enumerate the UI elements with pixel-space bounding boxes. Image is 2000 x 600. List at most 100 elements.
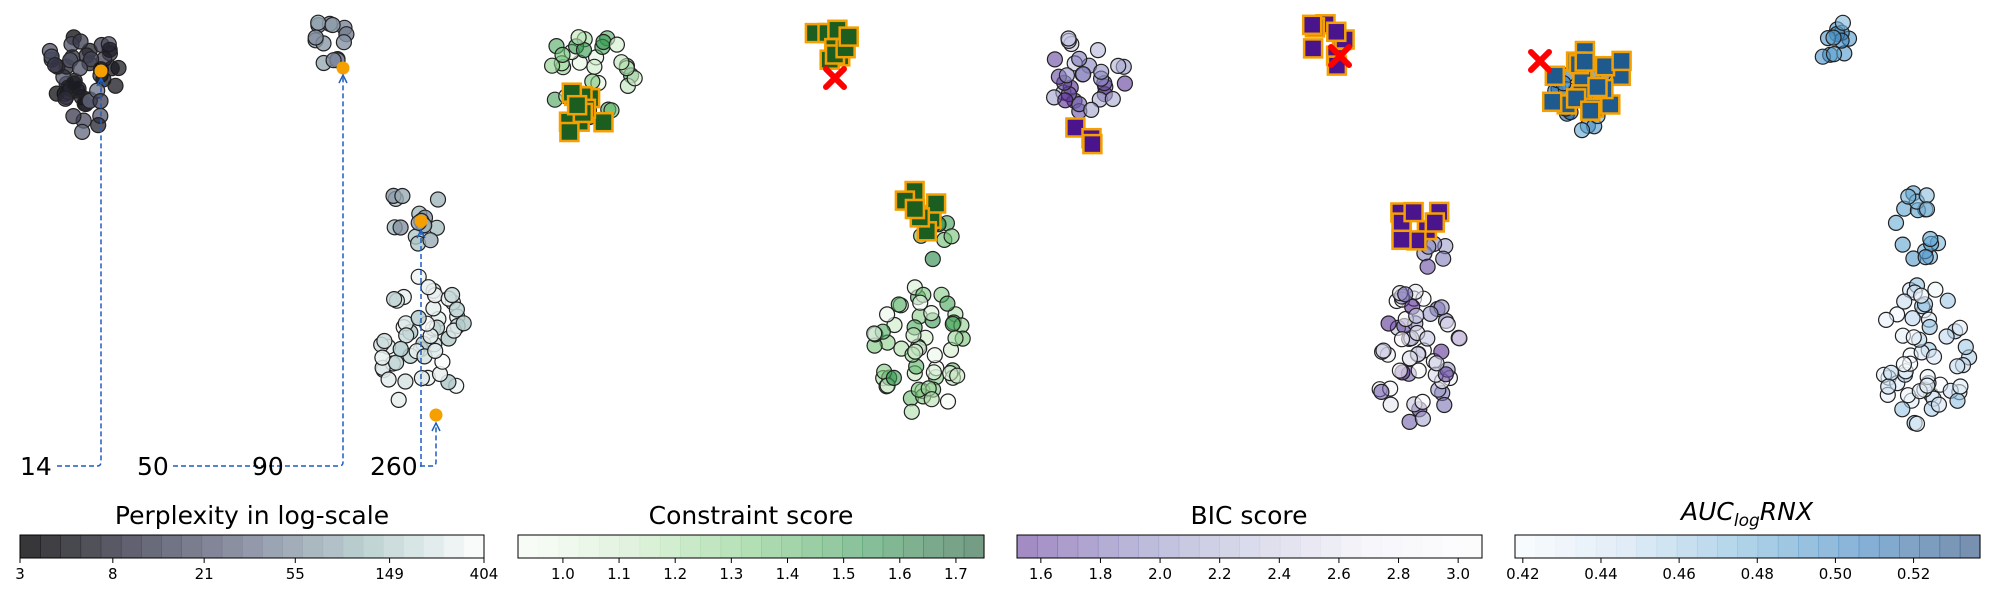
perplexity-d-point (374, 349, 391, 366)
colorbar-segment (1717, 535, 1738, 558)
bic-c-point (1373, 383, 1390, 400)
bic-c-point (1382, 396, 1399, 413)
perplexity-d-point (444, 286, 461, 304)
colorbar-segment (680, 535, 701, 558)
colorbar-segment (60, 535, 82, 558)
auc-c-point (1917, 249, 1934, 266)
constraint-c-point (925, 364, 943, 381)
bic-a-point (1058, 67, 1076, 84)
x-stroke (1528, 49, 1552, 73)
bic-a-point (1071, 50, 1088, 68)
colorbar-segment (578, 535, 600, 558)
colorbar-tick-label: 1.5 (832, 565, 856, 583)
colorbar-segment (1656, 535, 1678, 558)
arrow-head (416, 228, 426, 239)
perplexity-a-point (82, 51, 100, 68)
colorbar-segment (100, 535, 122, 558)
scatter-points-layer (41, 14, 1978, 432)
colorbar-segment (862, 535, 884, 558)
colorbar-tick-label: 2.0 (1148, 565, 1172, 583)
bic-a-point (1089, 41, 1107, 59)
perplexity-a-point (57, 90, 74, 107)
auc-d-point (1952, 378, 1969, 395)
perplexity-a-point (101, 41, 118, 58)
auc-d-point (1905, 329, 1922, 346)
colorbar-segment (720, 535, 742, 558)
auc-d-point (1882, 364, 1900, 381)
colorbar-segment (403, 535, 425, 558)
colorbar-segment (659, 535, 681, 558)
colorbar-segment (1939, 535, 1961, 558)
auc-c-point (1900, 188, 1917, 205)
colorbar-tick-label: 0.50 (1819, 565, 1852, 583)
auc-d-point (1925, 348, 1943, 365)
perplexity-d-point (427, 342, 444, 359)
colorbar-segment (700, 535, 722, 558)
colorbar-segment (781, 535, 803, 558)
perplexity-a-point (90, 116, 107, 134)
auc-d-point (1949, 392, 1966, 409)
perplexity-b-point (325, 52, 342, 69)
perplexity-b-point (310, 14, 327, 31)
perplexity-d-point (397, 373, 414, 390)
auc-a-point (1573, 122, 1591, 139)
colorbar-segment (1595, 535, 1617, 558)
auc-d-point (1908, 415, 1926, 432)
perplexity-d-point (425, 300, 442, 317)
perplexity-d-point (448, 301, 465, 318)
colorbar-segment (262, 535, 283, 558)
auc-d-point (1880, 378, 1897, 395)
colorbar-segment (1380, 535, 1402, 558)
bic-c-point (1422, 305, 1439, 322)
bic-a-point (1104, 90, 1121, 108)
colorbar-segment (1461, 535, 1483, 558)
bic-c-point (1408, 307, 1425, 324)
bic-c-point (1397, 286, 1414, 303)
perplexity-b-point (335, 34, 352, 51)
colorbar-segment (120, 535, 142, 558)
constraint-c-point (923, 305, 940, 322)
colorbar-bic: 1.6 1.8 2.0 2.2 2.4 2.6 2.8 3.0 (1016, 534, 1483, 583)
colorbar-segment (161, 535, 182, 558)
highlight-point (414, 214, 428, 228)
auc-d-point (1939, 292, 1956, 309)
constraint-a-point (608, 36, 626, 53)
perplexity-d-point (386, 291, 403, 308)
highlight-point (94, 64, 108, 78)
bic-c-point (1410, 362, 1427, 379)
auc-c-point (1918, 201, 1936, 218)
colorbar-segment (1575, 535, 1597, 558)
auc-d-point (1895, 356, 1913, 373)
constraint-a-point (543, 57, 561, 74)
colorbar-title-constraint: Constraint score (649, 501, 854, 530)
auc-square-point (1594, 55, 1616, 77)
constraint-a-point (554, 46, 571, 64)
auc-d-point (1957, 338, 1974, 356)
colorbar-tick-label: 3.0 (1446, 565, 1470, 583)
bic-a-point (1060, 30, 1077, 47)
constraint-c-point (944, 315, 961, 333)
bic-a-point (1057, 92, 1074, 109)
colorbar-tick-label: 1.3 (719, 565, 743, 583)
colorbar-tick-label: 404 (470, 565, 499, 583)
auc-b-point (1825, 45, 1843, 63)
perplexity-d-point (376, 332, 393, 350)
bic-a-point (1083, 101, 1100, 119)
colorbar-segment (1239, 535, 1261, 558)
colorbar-tick-label: 1.7 (944, 565, 968, 583)
bic-a-point (1093, 63, 1110, 80)
colorbar-segment (1676, 535, 1698, 558)
colorbar-frame (1514, 534, 1981, 559)
constraint-c-point (903, 403, 920, 420)
constraint-c-point (912, 294, 929, 311)
colorbar-auc: 0.42 0.44 0.46 0.48 0.50 0.52 (1506, 534, 1981, 583)
perplexity-d-point (410, 309, 427, 327)
constraint-square-point (593, 111, 614, 133)
colorbar-segment (761, 535, 782, 558)
colorbar-tick-label: 2.6 (1327, 565, 1351, 583)
auc-title-tail: RNX (1760, 497, 1814, 526)
colorbar-tick-label: 1.0 (551, 565, 575, 583)
constraint-x-marker (823, 66, 847, 90)
colorbar-segment (1757, 535, 1779, 558)
colorbar-segment (1616, 535, 1637, 558)
